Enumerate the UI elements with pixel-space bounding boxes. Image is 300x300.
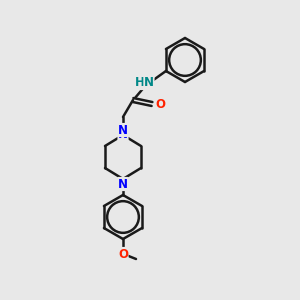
Text: O: O [155,98,165,112]
Text: N: N [144,76,154,89]
Text: N: N [118,178,128,190]
Text: O: O [118,248,128,260]
Text: N: N [118,128,128,142]
Text: N: N [118,124,128,136]
Text: H: H [135,76,145,89]
